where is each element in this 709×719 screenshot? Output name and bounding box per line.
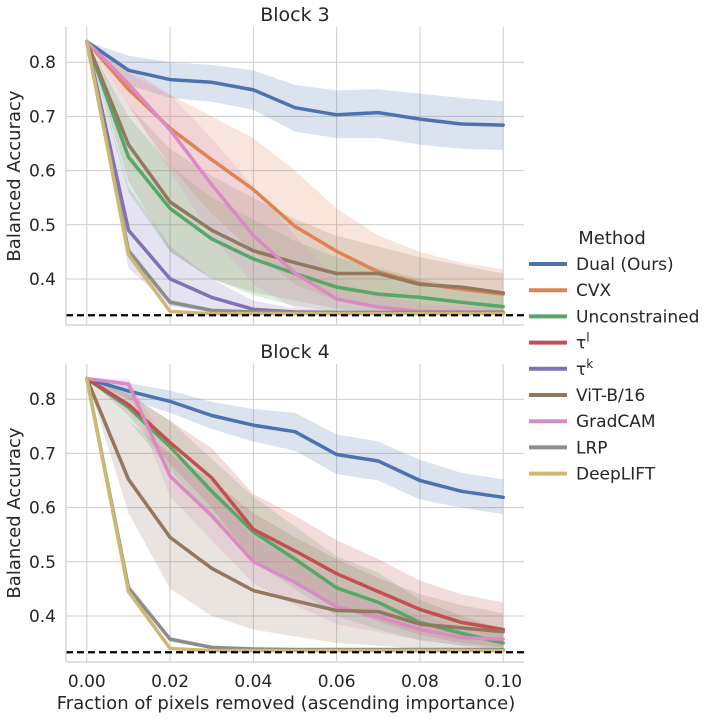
legend-item: τl	[529, 331, 590, 354]
y-tick-label: 0.5	[29, 553, 56, 573]
legend-label: Unconstrained	[576, 307, 699, 327]
y-tick-label: 0.6	[29, 499, 56, 519]
legend-item: GradCAM	[529, 412, 656, 432]
panel-title: Block 3	[260, 4, 330, 26]
x-tick-label: 0.00	[68, 672, 106, 692]
y-tick-label: 0.7	[29, 444, 56, 464]
y-tick-label: 0.5	[29, 216, 56, 236]
panel-block-3: 0.4 0.5 0.6 0.7 0.8 Block 3 Balanced Accuracy	[4, 4, 524, 326]
y-tick-label: 0.8	[29, 53, 56, 73]
series-line-dual-ours-	[85, 39, 505, 127]
legend-label: LRP	[576, 438, 608, 458]
series-line-gradcam	[85, 376, 505, 641]
x-tick-label: 0.04	[234, 672, 272, 692]
band-dual-ours-	[86, 378, 504, 515]
y-tick-label: 0.4	[29, 607, 56, 627]
series-line--l	[85, 376, 505, 632]
y-tick-label: 0.8	[29, 390, 56, 410]
x-axis-label: Fraction of pixels removed (ascending im…	[57, 693, 516, 714]
band-unconstrained	[86, 378, 504, 650]
legend-item: CVX	[529, 281, 611, 301]
y-tick-label: 0.4	[29, 270, 56, 290]
legend-label: DeepLIFT	[576, 465, 656, 485]
panel-title: Block 4	[260, 341, 330, 363]
series-line-vit-b-16	[85, 39, 505, 295]
legend-label: ViT-B/16	[576, 386, 645, 406]
y-tick-label: 0.7	[29, 107, 56, 127]
band-vit-b-16	[86, 378, 504, 651]
band--l	[86, 378, 504, 648]
legend-item: ViT-B/16	[529, 386, 645, 406]
legend-item: Dual (Ours)	[529, 255, 674, 275]
x-tick-label: 0.02	[151, 672, 189, 692]
legend-label: τl	[576, 331, 590, 354]
x-tick-label: 0.10	[484, 672, 522, 692]
x-tick-label: 0.06	[318, 672, 356, 692]
band-cvx	[86, 41, 504, 315]
series-line-dual-ours-	[85, 376, 505, 500]
x-tick-label: 0.08	[401, 672, 439, 692]
legend-title: Method	[578, 228, 646, 249]
y-axis-label: Balanced Accuracy	[4, 90, 25, 261]
legend-item: LRP	[529, 438, 608, 458]
y-tick-label: 0.6	[29, 162, 56, 182]
series-line-vit-b-16	[85, 376, 505, 634]
series-line-deeplift	[85, 376, 505, 653]
y-axis-label: Balanced Accuracy	[4, 427, 25, 598]
panel-block-4: 0.4 0.5 0.6 0.7 0.8 0.00 0.02 0.04 0.06 0.08 0.10 B…	[4, 341, 524, 692]
legend-item: Unconstrained	[529, 307, 699, 327]
band-unconstrained	[86, 41, 504, 315]
legend-label: CVX	[576, 281, 611, 301]
series-line-deeplift	[85, 39, 505, 316]
legend-item: DeepLIFT	[529, 465, 656, 485]
band-dual-ours-	[86, 41, 504, 150]
band-vit-b-16	[86, 41, 504, 315]
legend-label: Dual (Ours)	[576, 255, 674, 275]
legend-label: GradCAM	[576, 412, 656, 432]
band-gradcam	[86, 378, 504, 648]
